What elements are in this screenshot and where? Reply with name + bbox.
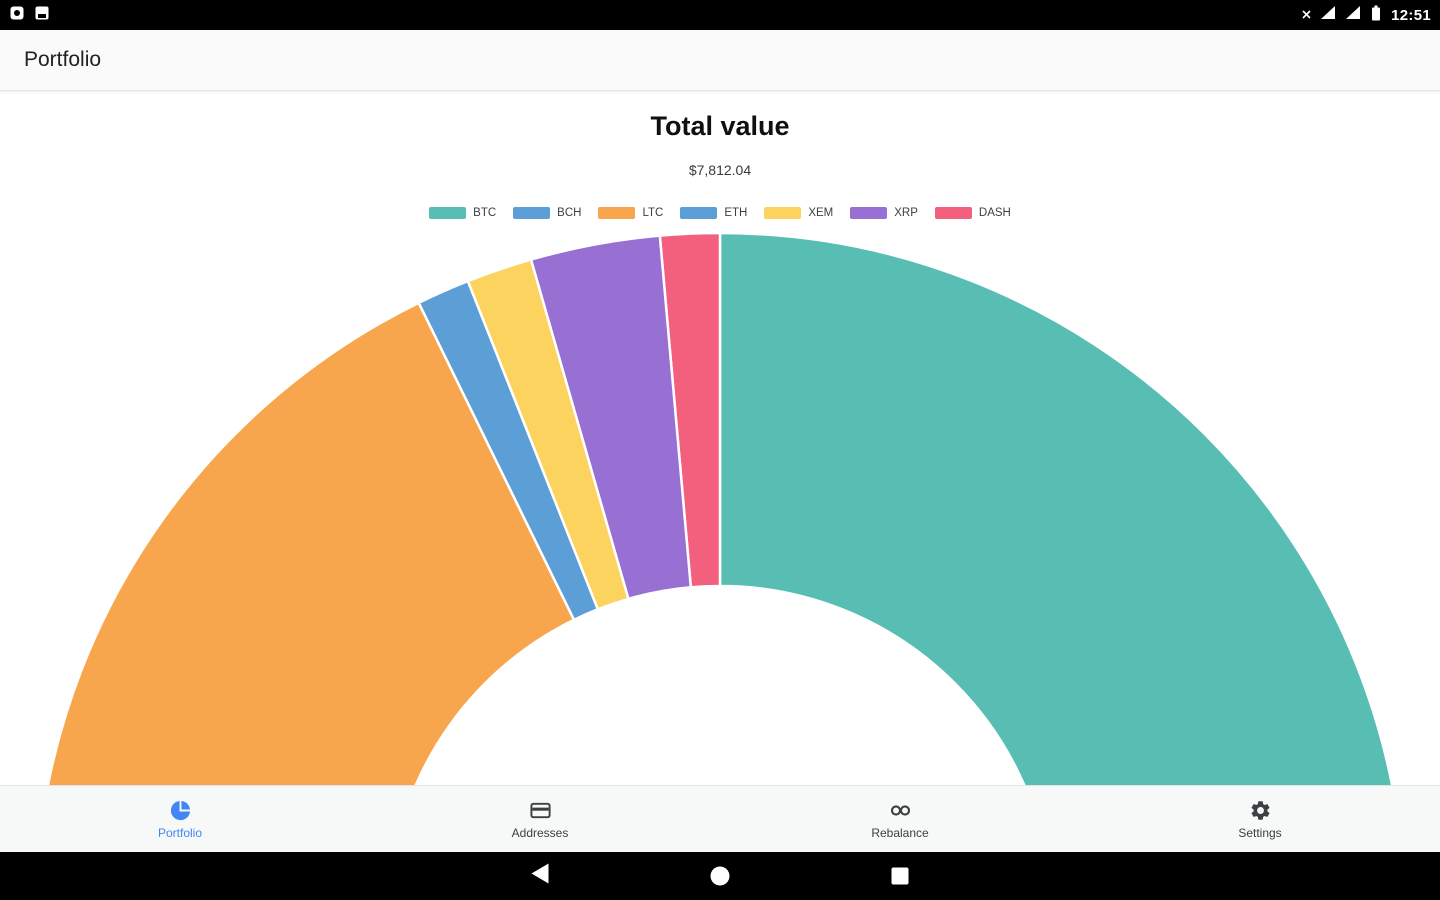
chart-legend: BTC BCH LTC ETH XEM XRP DASH xyxy=(0,207,1440,219)
status-bar-system-icons: 12:51 xyxy=(1302,4,1431,27)
legend-item-bch: BCH xyxy=(513,207,581,219)
legend-label: BTC xyxy=(473,207,497,219)
app-bar: Portfolio xyxy=(0,30,1440,90)
cell-signal-icon xyxy=(1345,5,1361,25)
two-circles-icon xyxy=(889,798,912,822)
legend-label: ETH xyxy=(724,207,748,219)
tab-label: Addresses xyxy=(511,826,569,840)
legend-label: DASH xyxy=(978,207,1011,219)
recents-square-icon xyxy=(891,867,909,885)
pie-chart-icon xyxy=(169,798,192,822)
legend-label: XRP xyxy=(894,207,918,219)
legend-item-dash: DASH xyxy=(934,207,1011,219)
card-icon xyxy=(529,798,552,822)
cell-signal-icon xyxy=(1320,5,1336,25)
android-navigation-bar xyxy=(0,852,1440,900)
home-button[interactable] xyxy=(710,866,730,886)
home-circle-icon xyxy=(710,866,730,886)
app-notification-icon xyxy=(34,5,50,26)
tab-addresses[interactable]: Addresses xyxy=(360,786,720,852)
tab-label: Rebalance xyxy=(871,826,929,840)
chart-segment-btc[interactable] xyxy=(718,231,1405,785)
gear-icon xyxy=(1249,798,1272,822)
app-notification-icon xyxy=(9,5,25,26)
chart-segment-ltc[interactable] xyxy=(40,301,576,785)
legend-swatch-icon xyxy=(513,207,551,219)
legend-label: LTC xyxy=(642,207,664,219)
legend-swatch-icon xyxy=(764,207,802,219)
portfolio-screen: Total value $7,812.04 BTC BCH LTC ETH XE… xyxy=(0,90,1440,785)
status-bar-notifications xyxy=(9,5,50,26)
legend-item-xem: XEM xyxy=(764,207,833,219)
legend-item-btc: BTC xyxy=(429,207,496,219)
legend-label: XEM xyxy=(808,207,834,219)
no-sim-x-icon xyxy=(1302,6,1311,24)
battery-icon xyxy=(1370,4,1382,27)
legend-item-eth: ETH xyxy=(680,207,747,219)
chart-title: Total value xyxy=(650,111,790,141)
tab-rebalance[interactable]: Rebalance xyxy=(720,786,1080,852)
legend-swatch-icon xyxy=(429,207,467,219)
donut-chart xyxy=(40,231,1405,785)
bottom-nav: Portfolio Addresses Rebalance Settings xyxy=(0,785,1440,852)
legend-swatch-icon xyxy=(680,207,718,219)
legend-swatch-icon xyxy=(934,207,972,219)
tab-label: Settings xyxy=(1238,826,1282,840)
legend-item-xrp: XRP xyxy=(850,207,918,219)
status-bar: 12:51 xyxy=(0,0,1440,30)
recents-button[interactable] xyxy=(891,867,909,885)
tab-label: Portfolio xyxy=(157,826,203,840)
legend-label: BCH xyxy=(557,207,582,219)
back-button[interactable] xyxy=(531,863,549,889)
clock: 12:51 xyxy=(1391,6,1431,24)
legend-swatch-icon xyxy=(598,207,636,219)
chart-total-value: $7,812.04 xyxy=(688,162,752,178)
legend-swatch-icon xyxy=(850,207,888,219)
tab-settings[interactable]: Settings xyxy=(1080,786,1440,852)
page-title: Portfolio xyxy=(24,48,102,71)
legend-item-ltc: LTC xyxy=(598,207,663,219)
tab-portfolio[interactable]: Portfolio xyxy=(0,786,360,852)
